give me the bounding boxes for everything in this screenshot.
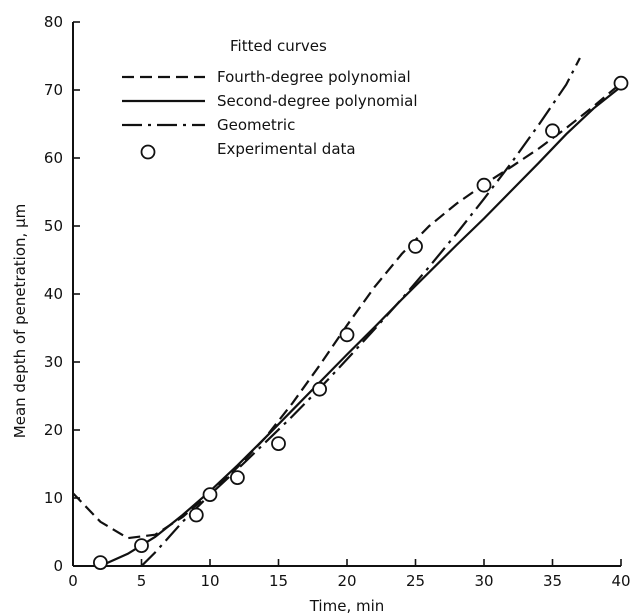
data-point: [229, 470, 245, 486]
curves: [73, 57, 622, 566]
x-tick-label: 10: [200, 572, 219, 590]
data-point: [476, 177, 492, 193]
y-tick-label: 50: [44, 217, 63, 235]
y-tick-label: 60: [44, 149, 63, 167]
y-tick-label: 0: [53, 557, 63, 575]
legend-label: Geometric: [217, 116, 295, 134]
y-tick-label: 10: [44, 489, 63, 507]
y-tick-label: 30: [44, 353, 63, 371]
y-tick-label: 40: [44, 285, 63, 303]
legend-label: Experimental data: [217, 140, 356, 158]
x-tick-label: 20: [337, 572, 356, 590]
data-point: [312, 381, 328, 397]
data-point: [188, 507, 204, 523]
x-tick-label: 40: [611, 572, 630, 590]
data-point: [134, 538, 149, 553]
markers: [93, 75, 629, 570]
legend-label: Second-degree polynomial: [217, 92, 418, 110]
x-tick-label: 15: [269, 572, 288, 590]
x-axis-label: Time, min: [309, 597, 385, 615]
x-tick-label: 30: [474, 572, 493, 590]
x-tick-label: 25: [406, 572, 425, 590]
legend-label: Fourth-degree polynomial: [217, 68, 411, 86]
x-tick-label: 35: [543, 572, 562, 590]
y-tick-label: 80: [44, 13, 63, 31]
y-tick-label: 20: [44, 421, 63, 439]
data-point: [271, 436, 286, 452]
x-tick-label: 5: [137, 572, 147, 590]
data-point: [408, 238, 423, 254]
axes: 0 5 10 15 20 25 30 35 40 0 10 20 30 40 50 60 70 80: [44, 13, 631, 590]
data-point: [545, 123, 560, 139]
data-point: [339, 327, 355, 343]
data-point: [613, 75, 629, 91]
legend-marker: [140, 144, 156, 160]
legend-title: Fitted curves: [230, 37, 327, 55]
x-tick-label: 0: [68, 572, 78, 590]
y-tick-label: 70: [44, 81, 63, 99]
series-line-second-degree-polynomial: [96, 85, 622, 566]
legend: Fitted curves Fourth-degree polynomial Sec…: [122, 37, 418, 160]
data-point: [93, 555, 108, 570]
data-point: [202, 487, 218, 503]
y-axis-label: Mean depth of penetration, μm: [11, 204, 29, 438]
